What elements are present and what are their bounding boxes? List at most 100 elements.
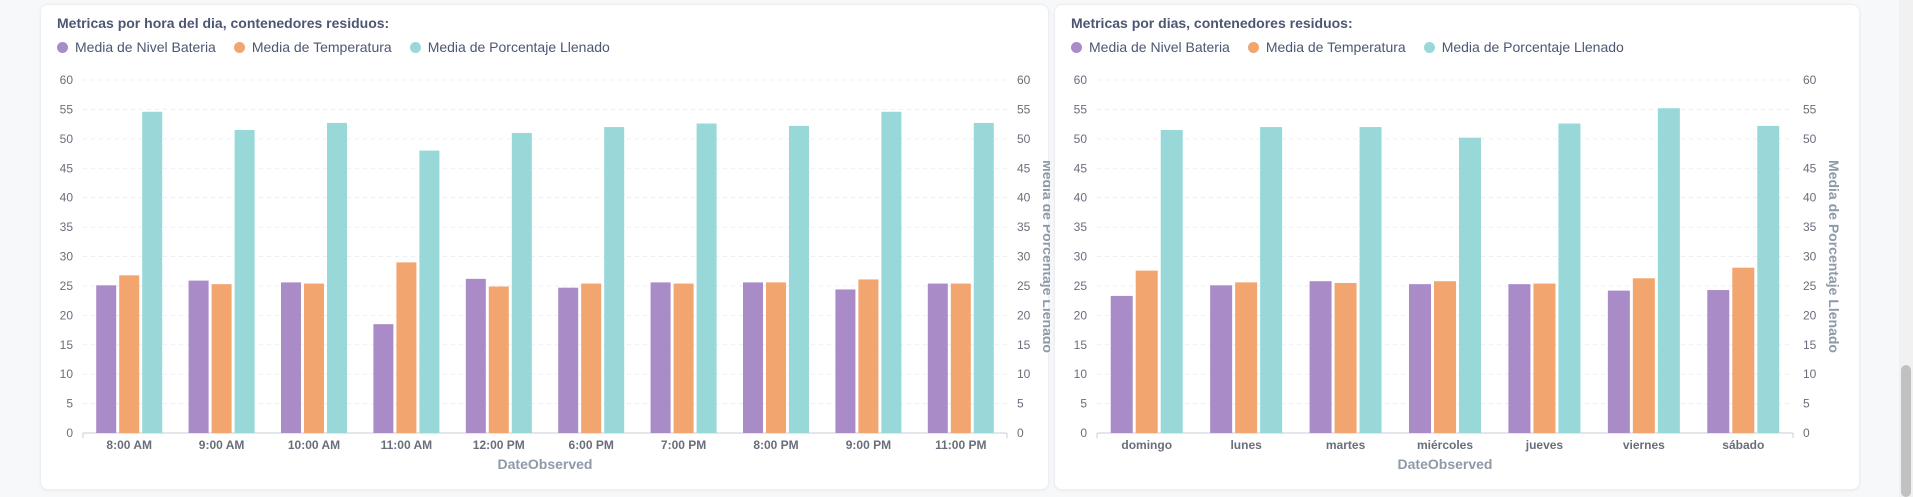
chart-card-daily: 0 0 5 5 10 10 15 15 20 20 25 25 30 30 35 35 40 40 45 45 50 50… <box>1054 4 1860 490</box>
y-tick-label-left: 5 <box>66 397 73 411</box>
bar-bateria <box>1210 285 1233 433</box>
y-tick-label-left: 0 <box>66 426 73 440</box>
bar-bateria <box>835 289 856 433</box>
legend-item-temperatura[interactable]: Media de Temperatura <box>233 39 392 55</box>
bar-llenado <box>1260 127 1283 434</box>
bar-bateria <box>558 287 579 433</box>
legend-dot-temperatura <box>1247 41 1259 53</box>
y-tick-label-right: 55 <box>1803 102 1817 116</box>
bar-temperatura <box>396 262 417 433</box>
bar-llenado <box>142 111 163 434</box>
y-tick-label-left: 60 <box>1074 73 1088 87</box>
y-tick-label-right: 30 <box>1017 250 1031 264</box>
bar-temperatura <box>119 275 140 433</box>
x-axis-title: DateObserved <box>498 456 593 472</box>
y-tick-label-right: 0 <box>1803 426 1810 440</box>
y-tick-label-left: 20 <box>60 308 74 322</box>
x-category-label: 6:00 PM <box>569 438 614 452</box>
legend-item-bateria[interactable]: Media de Nivel Bateria <box>57 39 216 55</box>
legend-label-temperatura: Media de Temperatura <box>1265 39 1406 55</box>
y-tick-label-right: 0 <box>1017 426 1024 440</box>
x-category-label: 8:00 AM <box>106 438 152 452</box>
x-category-label: sábado <box>1722 438 1764 452</box>
y-tick-label-right: 20 <box>1017 308 1031 322</box>
chart-card-hourly: 0 0 5 5 10 10 15 15 20 20 25 25 30 30 35 35 40 40 45 45 50 50… <box>40 4 1050 490</box>
y-tick-label-right: 35 <box>1803 220 1817 234</box>
bar-llenado <box>1657 108 1680 434</box>
legend-label-temperatura: Media de Temperatura <box>251 39 392 55</box>
bar-bateria <box>743 282 763 433</box>
bar-temperatura <box>1632 278 1655 433</box>
page-scrollbar[interactable] <box>1899 0 1913 497</box>
x-category-label: 8:00 PM <box>753 438 798 452</box>
x-category-label: 7:00 PM <box>661 438 706 452</box>
x-category-label: viernes <box>1623 438 1665 452</box>
bar-bateria <box>465 278 486 433</box>
bar-llenado <box>881 111 902 434</box>
legend-item-llenado[interactable]: Media de Porcentaje Llenado <box>409 39 610 55</box>
bar-temperatura <box>304 283 324 433</box>
y-tick-label-right: 45 <box>1803 161 1817 175</box>
y-tick-label-left: 50 <box>1074 132 1088 146</box>
bar-bateria <box>1508 284 1531 433</box>
bar-bateria <box>1707 290 1730 433</box>
bar-llenado <box>1558 123 1581 433</box>
chart-title-daily[interactable]: Metricas por dias, contenedores residuos… <box>1071 15 1353 31</box>
bar-bateria <box>1309 281 1332 433</box>
legend-item-temperatura[interactable]: Media de Temperatura <box>1247 39 1406 55</box>
bar-bateria <box>188 280 209 433</box>
y-tick-label-left: 15 <box>1074 338 1088 352</box>
bar-temperatura <box>1732 267 1755 433</box>
legend-label-llenado: Media de Porcentaje Llenado <box>1441 39 1624 55</box>
legend-label-bateria: Media de Nivel Bateria <box>1089 39 1230 55</box>
y-tick-label-left: 35 <box>60 220 74 234</box>
y-tick-label-left: 10 <box>60 367 74 381</box>
bar-llenado <box>604 127 625 434</box>
bar-temperatura <box>1533 283 1556 433</box>
y-tick-label-right: 10 <box>1803 367 1817 381</box>
y-tick-label-left: 55 <box>60 102 74 116</box>
y-tick-label-right: 60 <box>1017 73 1031 87</box>
legend-dot-temperatura <box>233 41 245 53</box>
y-tick-label-left: 5 <box>1080 397 1087 411</box>
bar-llenado <box>696 123 717 433</box>
x-category-label: 11:00 AM <box>381 438 433 452</box>
bar-temperatura <box>950 283 971 433</box>
bar-temperatura <box>211 284 232 433</box>
y-tick-label-left: 60 <box>60 73 74 87</box>
legend-dot-llenado <box>409 41 421 53</box>
x-category-label: 11:00 PM <box>935 438 986 452</box>
y-tick-label-left: 45 <box>60 161 74 175</box>
y-axis-title-right: Media de Porcentaje Llenado <box>1826 160 1842 353</box>
y-tick-label-right: 50 <box>1017 132 1031 146</box>
bar-llenado <box>327 122 347 433</box>
bar-bateria <box>1607 290 1630 433</box>
bar-llenado <box>419 150 440 433</box>
bar-temperatura <box>1434 281 1456 433</box>
y-tick-label-right: 50 <box>1803 132 1817 146</box>
bar-temperatura <box>1235 282 1258 433</box>
y-tick-label-left: 40 <box>1074 191 1088 205</box>
y-tick-label-right: 40 <box>1017 191 1031 205</box>
legend-item-llenado[interactable]: Media de Porcentaje Llenado <box>1423 39 1624 55</box>
x-category-label: 12:00 PM <box>473 438 525 452</box>
bar-bateria <box>927 283 948 433</box>
bar-bateria <box>373 324 394 433</box>
scrollbar-thumb[interactable] <box>1901 365 1911 497</box>
chart-title-hourly[interactable]: Metricas por hora del dia, contenedores … <box>57 15 390 31</box>
y-tick-label-left: 35 <box>1074 220 1088 234</box>
x-category-label: miércoles <box>1417 438 1473 452</box>
y-tick-label-left: 0 <box>1080 426 1087 440</box>
legend-dot-bateria <box>57 41 68 53</box>
legend-label-llenado: Media de Porcentaje Llenado <box>427 39 610 55</box>
bar-bateria <box>1110 295 1133 433</box>
bar-bateria <box>96 285 117 433</box>
y-tick-label-right: 40 <box>1803 191 1817 205</box>
bar-bateria <box>281 282 301 433</box>
legend-item-bateria[interactable]: Media de Nivel Bateria <box>1071 39 1230 55</box>
bar-temperatura <box>766 282 786 433</box>
bar-temperatura <box>581 283 602 433</box>
y-tick-label-right: 25 <box>1803 279 1817 293</box>
bar-temperatura <box>858 279 879 433</box>
bar-llenado <box>511 132 532 433</box>
